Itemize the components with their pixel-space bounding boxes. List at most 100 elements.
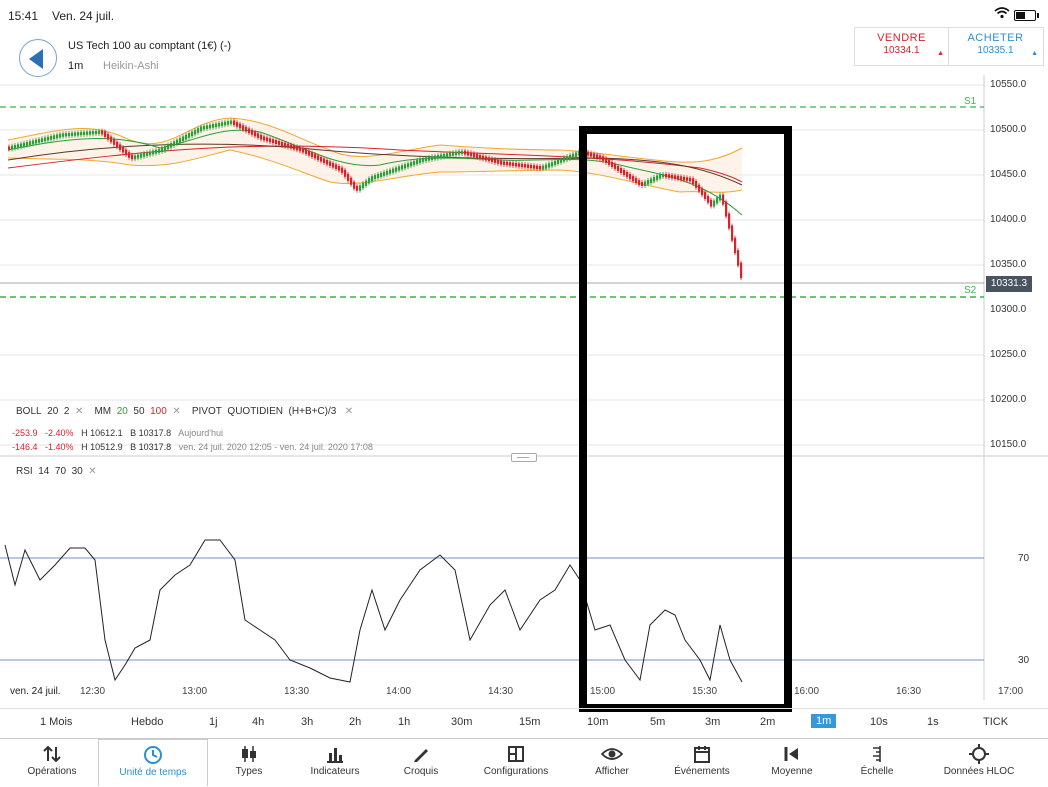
candle <box>320 157 323 162</box>
tab-moyenne[interactable]: Moyenne <box>748 739 836 785</box>
candle <box>398 166 401 171</box>
candle <box>404 164 407 169</box>
tf-5m[interactable]: 5m <box>650 716 666 728</box>
boll-label[interactable]: BOLL <box>16 406 42 417</box>
buy-button[interactable]: ACHETER 10335.1 ▲ <box>949 32 1042 57</box>
tf-hebdo[interactable]: Hebdo <box>131 716 164 728</box>
remove-boll-icon[interactable]: ✕ <box>74 406 84 417</box>
candle <box>542 165 545 170</box>
back-button[interactable] <box>19 39 57 77</box>
tf-30m[interactable]: 30m <box>451 716 473 728</box>
candle <box>287 143 290 148</box>
candle <box>512 162 515 166</box>
candle <box>176 139 179 145</box>
tf-1s[interactable]: 1s <box>927 716 939 728</box>
time-label: 16:30 <box>896 686 922 697</box>
candle <box>395 167 398 172</box>
tf-tick[interactable]: TICK <box>983 716 1009 728</box>
candle <box>53 135 56 139</box>
candle <box>485 156 488 161</box>
pivot-label[interactable]: PIVOT <box>191 406 222 417</box>
candle <box>116 141 119 148</box>
candle <box>125 149 128 156</box>
tf-10s[interactable]: 10s <box>870 716 888 728</box>
candle <box>20 143 23 148</box>
candle <box>71 132 74 136</box>
candle <box>308 151 311 156</box>
mm-param: 50 <box>133 406 145 417</box>
candle <box>521 163 524 168</box>
tab-types[interactable]: Types <box>206 739 292 785</box>
tf-1m[interactable]: 1m <box>811 714 837 728</box>
remove-mm-icon[interactable]: ✕ <box>172 406 181 417</box>
candle <box>710 199 713 207</box>
tf-3h[interactable]: 3h <box>301 716 314 728</box>
tab-donnees-hloc[interactable]: Données HLOC <box>918 739 1040 785</box>
tf-4h[interactable]: 4h <box>252 716 265 728</box>
tab-croquis[interactable]: Croquis <box>378 739 464 785</box>
candle <box>656 175 659 180</box>
bollinger-upper <box>7 117 743 163</box>
rsi-legend: RSI 14 70 30 ✕ <box>16 466 97 477</box>
candle <box>467 151 470 156</box>
candle <box>80 132 83 136</box>
remove-rsi-icon[interactable]: ✕ <box>88 466 97 477</box>
price-label: 10550.0 <box>990 79 1027 90</box>
tab-label: Indicateurs <box>310 766 360 777</box>
candle <box>566 156 569 161</box>
tab-unite-de-temps[interactable]: Unité de temps <box>98 739 208 786</box>
candle <box>83 131 86 135</box>
tf-2h[interactable]: 2h <box>349 716 362 728</box>
tf-2m[interactable]: 2m <box>760 716 776 728</box>
tf-1h[interactable]: 1h <box>398 716 411 728</box>
candle <box>305 149 308 154</box>
candle <box>26 142 29 146</box>
candle <box>38 139 41 143</box>
tab-label: Échelle <box>860 766 894 777</box>
tab-afficher[interactable]: Afficher <box>568 739 656 785</box>
candle <box>671 174 674 179</box>
candle <box>716 197 719 204</box>
rsi-label[interactable]: RSI <box>16 466 33 477</box>
candle <box>302 148 305 153</box>
candle <box>518 163 521 167</box>
candle <box>491 158 494 163</box>
candle <box>548 163 551 168</box>
candle <box>659 174 662 179</box>
tab-label: Croquis <box>403 766 439 777</box>
tab-configurations[interactable]: Configurations <box>464 739 568 785</box>
buy-trend-icon: ▲ <box>1031 50 1038 57</box>
tab-label: Unité de temps <box>119 767 187 778</box>
tf-1j[interactable]: 1j <box>209 716 218 728</box>
candle <box>539 166 542 170</box>
candle <box>602 156 605 161</box>
candle <box>380 172 383 177</box>
remove-pivot-icon[interactable]: ✕ <box>344 406 354 417</box>
tab-indicateurs[interactable]: Indicateurs <box>292 739 378 785</box>
candle <box>464 150 467 155</box>
tab-label: Types <box>235 766 263 777</box>
tab-label: Données HLOC <box>943 766 1015 777</box>
pane-resize-handle[interactable] <box>511 453 537 462</box>
price-label: 10250.0 <box>990 349 1027 360</box>
candle <box>641 182 644 186</box>
tab-operations[interactable]: Opérations <box>6 739 98 785</box>
tab-evenements[interactable]: Événements <box>656 739 748 785</box>
candle <box>188 133 191 138</box>
tf-3m[interactable]: 3m <box>705 716 721 728</box>
rsi-line <box>4 539 743 683</box>
ma-20-line <box>7 129 743 216</box>
mm-label[interactable]: MM <box>94 406 112 417</box>
candle <box>536 165 539 169</box>
tf-15m[interactable]: 15m <box>519 716 541 728</box>
bottom-tab-bar: Opérations Unité de temps Types Indicate… <box>0 738 1048 787</box>
candle <box>242 125 245 130</box>
tab-echelle[interactable]: Échelle <box>836 739 918 785</box>
sell-button[interactable]: VENDRE 10334.1 ▲ <box>855 32 948 57</box>
tf-1-mois[interactable]: 1 Mois <box>40 716 73 728</box>
candle <box>239 123 242 129</box>
tf-10m[interactable]: 10m <box>587 716 609 728</box>
candle <box>113 139 116 145</box>
candle <box>332 163 335 168</box>
